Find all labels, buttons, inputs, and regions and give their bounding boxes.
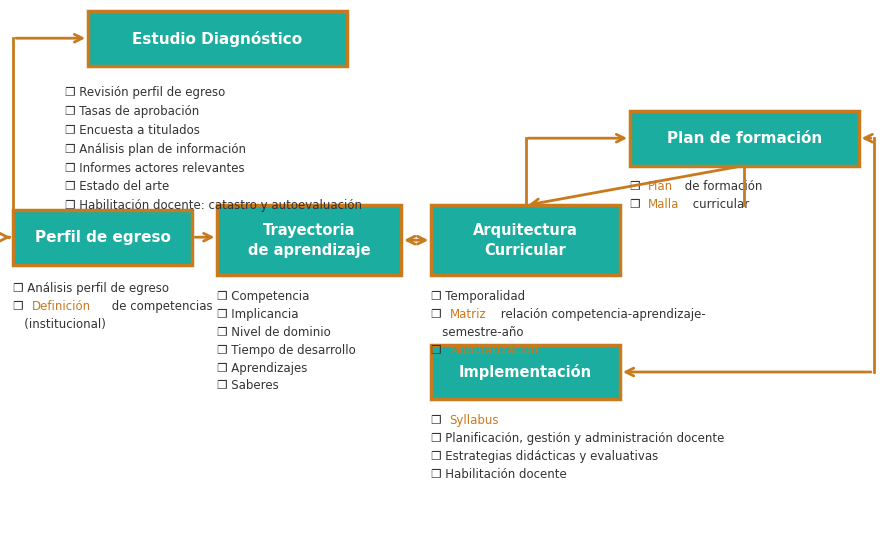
Text: ❒ Implicancia: ❒ Implicancia — [217, 308, 299, 321]
Text: Trayectoria
de aprendizaje: Trayectoria de aprendizaje — [248, 223, 370, 258]
FancyBboxPatch shape — [217, 206, 401, 275]
Text: ❒ Temporalidad: ❒ Temporalidad — [431, 290, 525, 303]
Text: ❒ Informes actores relevantes: ❒ Informes actores relevantes — [65, 162, 245, 175]
Text: ❒ Estado del arte: ❒ Estado del arte — [65, 180, 169, 193]
Text: ❒ Análisis perfil de egreso: ❒ Análisis perfil de egreso — [13, 282, 170, 295]
Text: ❒ Habilitación docente: catastro y autoevaluación: ❒ Habilitación docente: catastro y autoe… — [65, 199, 363, 213]
Text: ❒ Estrategias didácticas y evaluativas: ❒ Estrategias didácticas y evaluativas — [431, 450, 658, 463]
Text: Matriz: Matriz — [450, 308, 486, 321]
Text: ❒ Análisis plan de información: ❒ Análisis plan de información — [65, 142, 246, 156]
Text: ❒ Tiempo de desarrollo: ❒ Tiempo de desarrollo — [217, 344, 356, 357]
FancyBboxPatch shape — [630, 111, 859, 165]
Text: Syllabus: Syllabus — [450, 414, 499, 427]
Text: ❒ Aprendizajes: ❒ Aprendizajes — [217, 362, 308, 374]
Text: Malla: Malla — [649, 198, 679, 212]
Text: ❒: ❒ — [630, 180, 644, 193]
Text: ❒ Competencia: ❒ Competencia — [217, 290, 310, 303]
Text: ❒ Habilitación docente: ❒ Habilitación docente — [431, 468, 567, 481]
Text: ❒ Tasas de aprobación: ❒ Tasas de aprobación — [65, 105, 200, 118]
Text: ❒: ❒ — [431, 344, 445, 357]
Text: ❒: ❒ — [630, 198, 644, 212]
Text: ❒ Revisión perfil de egreso: ❒ Revisión perfil de egreso — [65, 86, 225, 99]
Text: relación competencia-aprendizaje-: relación competencia-aprendizaje- — [496, 308, 705, 321]
Text: (institucional): (institucional) — [13, 318, 106, 331]
Text: Arquitectura
Curricular: Arquitectura Curricular — [473, 223, 578, 258]
Text: ❒ Saberes: ❒ Saberes — [217, 379, 279, 392]
Text: ❒ Nivel de dominio: ❒ Nivel de dominio — [217, 326, 331, 339]
Text: Perfil de egreso: Perfil de egreso — [35, 230, 171, 245]
FancyBboxPatch shape — [431, 345, 620, 399]
Text: curricular: curricular — [688, 198, 749, 212]
Text: Estudio Diagnóstico: Estudio Diagnóstico — [132, 31, 303, 47]
FancyBboxPatch shape — [13, 210, 193, 265]
FancyBboxPatch shape — [431, 206, 620, 275]
Text: ❒: ❒ — [431, 414, 445, 427]
Text: Definición: Definición — [32, 300, 91, 313]
Text: Implementación: Implementación — [459, 364, 592, 380]
Text: Plan de formación: Plan de formación — [667, 130, 822, 146]
Text: de competencias: de competencias — [107, 300, 212, 313]
Text: de formación: de formación — [680, 180, 762, 193]
Text: Plan: Plan — [649, 180, 673, 193]
Text: ❒: ❒ — [431, 308, 445, 321]
Text: ❒ Planificación, gestión y administración docente: ❒ Planificación, gestión y administració… — [431, 432, 724, 445]
Text: ❒: ❒ — [13, 300, 27, 313]
Text: ❒ Encuesta a titulados: ❒ Encuesta a titulados — [65, 124, 200, 137]
FancyBboxPatch shape — [88, 12, 347, 66]
Text: Modularización: Modularización — [450, 344, 539, 357]
Text: semestre-año: semestre-año — [431, 326, 524, 339]
